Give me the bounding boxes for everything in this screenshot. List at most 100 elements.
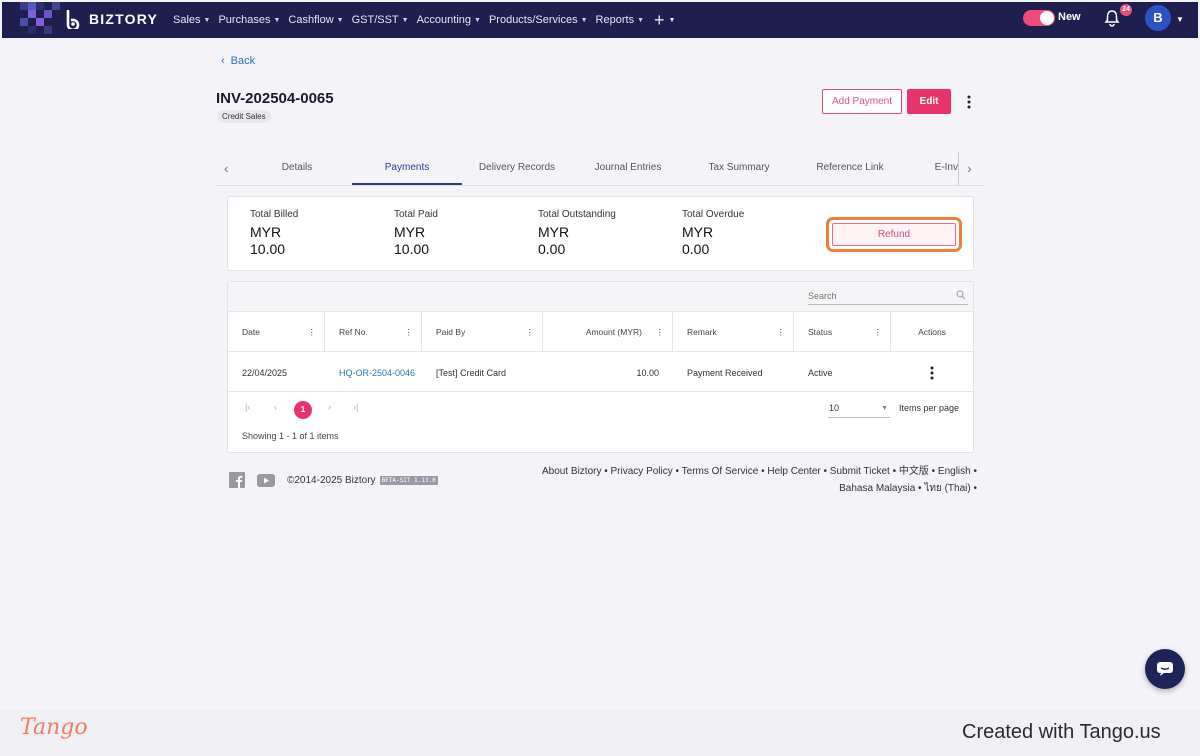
footer-links[interactable]: About Biztory • Privacy Policy • Terms O… — [540, 463, 977, 497]
user-avatar[interactable]: B — [1145, 5, 1171, 31]
chat-launcher-button[interactable] — [1145, 649, 1185, 689]
payment-summary-card: Total Billed MYR 10.00 Total Paid MYR 10… — [227, 196, 974, 271]
column-label: Actions — [918, 327, 946, 337]
tab-divider — [958, 152, 959, 186]
menu-accounting[interactable]: Accounting ▼ — [413, 14, 485, 26]
active-tab-indicator — [352, 183, 462, 185]
edit-button[interactable]: Edit — [907, 89, 951, 114]
column-header-paid-by[interactable]: Paid By ⋮ — [422, 312, 543, 352]
current-page-button[interactable]: 1 — [294, 401, 312, 419]
caret-down-icon: ▼ — [580, 16, 588, 24]
column-menu-icon[interactable]: ⋮ — [404, 327, 414, 337]
menu-products-services[interactable]: Products/Services ▼ — [485, 14, 592, 26]
row-actions-icon[interactable] — [926, 365, 938, 381]
column-menu-icon[interactable]: ⋮ — [655, 327, 665, 337]
caret-down-icon: ▼ — [336, 16, 344, 24]
copyright: ©2014-2025 Biztory BETA-SIT 1.13.0 — [287, 475, 438, 486]
toggle-knob — [1040, 11, 1054, 25]
tab-payments[interactable]: Payments — [384, 162, 430, 173]
add-payment-button[interactable]: Add Payment — [822, 89, 902, 114]
pagination: |‹ ‹ 1 › ›| 10 ▼ Items per page — [228, 393, 973, 423]
tab-tax-summary[interactable]: Tax Summary — [708, 162, 770, 173]
column-menu-icon[interactable]: ⋮ — [776, 327, 786, 337]
brand-logo[interactable]: BIZTORY — [65, 9, 158, 29]
summary-label: Total Paid — [394, 209, 438, 220]
tango-watermark-bar — [0, 710, 1200, 756]
column-header-ref-no[interactable]: Ref No. ⋮ — [325, 312, 422, 352]
version-badge: BETA-SIT 1.13.0 — [379, 476, 438, 485]
facebook-icon[interactable] — [229, 472, 245, 488]
summary-currency: MYR — [682, 224, 714, 240]
menu-label: Products/Services — [488, 14, 578, 26]
menu-label: GST/SST — [351, 14, 399, 26]
back-link[interactable]: ‹ Back — [221, 55, 255, 67]
summary-label: Total Overdue — [682, 209, 745, 220]
bell-icon[interactable] — [1104, 9, 1120, 27]
invoice-type-chip: Credit Sales — [217, 110, 271, 123]
brand-pixel-decoration — [20, 2, 70, 38]
tab-details[interactable]: Details — [281, 162, 313, 173]
chevron-left-icon[interactable]: ‹ — [224, 160, 229, 176]
chevron-right-icon[interactable]: › — [967, 160, 972, 176]
menu-gst-sst[interactable]: GST/SST ▼ — [348, 14, 413, 26]
caret-down-icon: ▼ — [668, 16, 676, 24]
menu-sales[interactable]: Sales ▼ — [169, 14, 214, 26]
plus-icon: + — [654, 9, 665, 30]
table-header: Date ⋮ Ref No. ⋮ Paid By ⋮ Amount (MYR) ⋮ Re… — [228, 312, 973, 352]
caret-down-icon: ▼ — [474, 16, 481, 24]
grid-toolbar — [228, 282, 973, 312]
column-label: Status — [808, 327, 833, 337]
column-menu-icon[interactable]: ⋮ — [873, 327, 883, 337]
more-options-icon[interactable] — [963, 94, 975, 110]
quick-add-button[interactable]: + ▼ — [654, 10, 675, 31]
tab-journal-entries[interactable]: Journal Entries — [594, 162, 662, 173]
chevron-down-icon[interactable]: ▼ — [1176, 15, 1184, 24]
column-menu-icon[interactable]: ⋮ — [525, 327, 535, 337]
cell-date: 22/04/2025 — [242, 367, 288, 378]
refund-highlight: Refund — [826, 217, 962, 252]
column-label: Amount (MYR) — [585, 327, 642, 337]
menu-reports[interactable]: Reports ▼ — [592, 14, 648, 26]
tango-logo: Tango — [20, 715, 88, 740]
cell-amount: 10.00 — [636, 367, 659, 378]
column-label: Ref No. — [339, 327, 368, 337]
new-ui-toggle[interactable] — [1023, 10, 1055, 26]
refund-button[interactable]: Refund — [832, 223, 956, 246]
menu-label: Cashflow — [288, 14, 334, 26]
prev-page-icon[interactable]: ‹ — [274, 402, 277, 412]
cell-status: Active — [808, 367, 833, 378]
column-header-actions: Actions — [891, 312, 973, 352]
search-input[interactable] — [808, 287, 968, 305]
column-header-status[interactable]: Status ⋮ — [794, 312, 891, 352]
first-page-icon[interactable]: |‹ — [245, 402, 251, 412]
summary-total-overdue: Total Overdue MYR 0.00 — [682, 209, 744, 257]
payments-grid: Date ⋮ Ref No. ⋮ Paid By ⋮ Amount (MYR) ⋮ Re… — [227, 281, 974, 453]
tab-reference-link[interactable]: Reference Link — [816, 162, 884, 173]
tango-credit: Created with Tango.us — [962, 721, 1161, 743]
caret-down-icon: ▼ — [273, 16, 281, 24]
cell-remark: Payment Received — [687, 367, 763, 378]
menu-cashflow[interactable]: Cashflow ▼ — [284, 14, 347, 26]
back-label: Back — [230, 55, 256, 67]
tab-delivery-records[interactable]: Delivery Records — [478, 162, 556, 173]
last-page-icon[interactable]: ›| — [353, 402, 359, 412]
column-header-remark[interactable]: Remark ⋮ — [673, 312, 794, 352]
column-label: Paid By — [436, 327, 466, 337]
notification-badge: 24 — [1120, 4, 1132, 16]
column-menu-icon[interactable]: ⋮ — [307, 327, 317, 337]
menu-label: Reports — [595, 14, 635, 26]
youtube-icon[interactable] — [257, 474, 275, 487]
column-header-amount[interactable]: Amount (MYR) ⋮ — [543, 312, 673, 352]
next-page-icon[interactable]: › — [328, 402, 331, 412]
cell-ref-link[interactable]: HQ-OR-2504-0046 — [339, 367, 416, 378]
tab-e-invoice[interactable]: E-Inv — [934, 162, 958, 173]
page-size-select[interactable]: 10 ▼ — [828, 400, 890, 418]
toggle-label: New — [1058, 11, 1081, 23]
column-header-date[interactable]: Date ⋮ — [228, 312, 325, 352]
menu-purchases[interactable]: Purchases ▼ — [214, 14, 284, 26]
footer-links-line[interactable]: About Biztory • Privacy Policy • Terms O… — [541, 466, 977, 477]
cell-paid-by: [Test] Credit Card — [436, 367, 507, 378]
caret-down-icon: ▼ — [401, 16, 409, 24]
chevron-left-icon: ‹ — [221, 55, 225, 67]
footer-links-line[interactable]: Bahasa Malaysia • ไทย (Thai) • — [839, 483, 977, 494]
